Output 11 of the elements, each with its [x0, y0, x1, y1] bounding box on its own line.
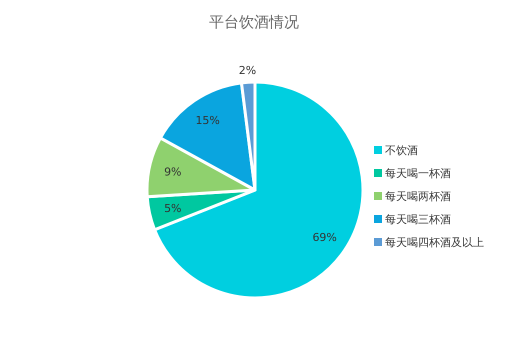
data-label: 69% — [312, 231, 337, 244]
data-label: 9% — [164, 165, 182, 178]
data-label: 5% — [164, 202, 182, 216]
legend-label: 每天喝两杯酒 — [385, 190, 451, 203]
legend-label: 每天喝一杯酒 — [385, 166, 451, 180]
legend-label: 每天喝三杯酒 — [385, 212, 451, 226]
legend-label: 不饮酒 — [385, 144, 418, 157]
data-label: 15% — [195, 114, 220, 128]
chart-title: 平台饮酒情况 — [209, 13, 299, 31]
data-label: 2% — [238, 64, 256, 78]
legend-label: 每天喝四杯酒及以上 — [385, 236, 484, 249]
